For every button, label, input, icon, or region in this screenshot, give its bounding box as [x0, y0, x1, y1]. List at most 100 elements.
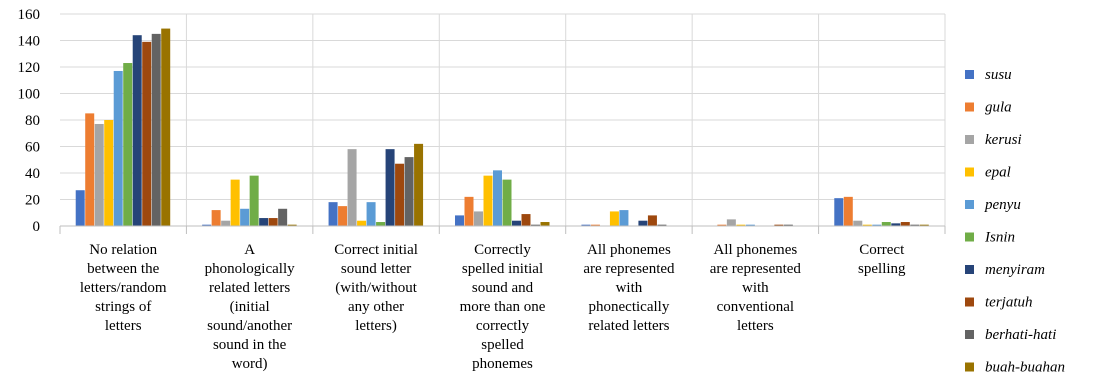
legend-label: menyiram: [985, 262, 1045, 278]
bar-kerusi-1: [221, 220, 231, 226]
category-label: phonologically: [205, 261, 295, 277]
category-label: letters/random: [80, 280, 167, 296]
legend-swatch: [965, 167, 974, 177]
category-label: (initial: [230, 299, 270, 315]
y-tick-label: 40: [25, 166, 40, 182]
y-tick-label: 80: [25, 113, 40, 129]
category-label: related letters: [588, 318, 669, 334]
bar-buah-buahan-0: [161, 28, 171, 227]
legend-label: Isnin: [984, 230, 1015, 246]
bar-berhati-hati-5: [783, 224, 793, 226]
bar-menyiram-6: [891, 223, 901, 226]
legend-swatch: [965, 102, 974, 112]
category-label: are represented: [710, 261, 802, 277]
y-axis-tick-labels: 0 20 40 60 80 100 120 140 160: [18, 7, 41, 235]
category-label: sound and: [472, 280, 534, 296]
bar-epal-0: [104, 120, 114, 226]
category-label: All phonemes: [587, 242, 671, 258]
legend-label: terjatuh: [985, 295, 1033, 311]
category-label: phonemes: [472, 356, 533, 372]
y-tick-label: 100: [18, 87, 41, 103]
category-label: correctly: [476, 318, 530, 334]
y-tick-label: 160: [18, 7, 41, 23]
bar-berhati-hati-0: [151, 33, 161, 226]
bar-epal-6: [862, 224, 872, 226]
bar-epal-2: [357, 220, 367, 226]
legend-label: berhati-hati: [985, 327, 1056, 343]
bar-penyu-3: [493, 170, 502, 226]
bar-susu-1: [202, 224, 212, 226]
bar-menyiram-3: [512, 220, 521, 226]
bar-gula-6: [843, 196, 853, 226]
bar-kerusi-0: [94, 123, 104, 226]
bar-isnin-0: [123, 63, 133, 227]
category-label: spelled initial: [462, 261, 543, 277]
legend-swatch: [965, 330, 974, 339]
category-label: word): [232, 356, 268, 372]
bar-buah-buahan-1: [287, 224, 297, 226]
bar-berhati-hati-3: [531, 224, 540, 226]
category-label: related letters: [209, 280, 290, 296]
category-label: All phonemes: [713, 242, 797, 258]
bar-terjatuh-5: [774, 224, 784, 226]
category-label: with: [742, 280, 769, 296]
bar-isnin-6: [881, 222, 891, 226]
category-labels: No relation between the letters/random stri…: [80, 242, 906, 372]
y-tick-label: 20: [25, 193, 40, 209]
category-label: sound/another: [207, 318, 292, 334]
bar-buah-buahan-2: [414, 143, 424, 226]
bar-terjatuh-2: [395, 163, 405, 226]
legend: susu gula kerusi epal penyu Isnin menyiram terj…: [965, 67, 1065, 376]
bar-menyiram-0: [132, 35, 142, 227]
bar-gula-0: [85, 113, 95, 226]
category-label: any other: [348, 299, 404, 315]
category-label: letters: [737, 318, 774, 334]
y-tick-label: 140: [18, 34, 41, 50]
grid-lines: [60, 13, 946, 227]
legend-swatch: [965, 265, 974, 274]
y-tick-label: 60: [25, 140, 40, 156]
bar-gula-2: [338, 206, 348, 226]
bar-kerusi-3: [474, 211, 483, 226]
category-label: phonectically: [589, 299, 670, 315]
bars: [75, 28, 929, 227]
bar-kerusi-6: [853, 220, 863, 226]
category-label: spelling: [858, 261, 906, 277]
legend-swatch: [965, 135, 974, 144]
bar-terjatuh-4: [647, 215, 657, 226]
bar-menyiram-4: [638, 220, 648, 226]
legend-swatch: [965, 200, 974, 209]
category-label: sound in the: [213, 337, 287, 353]
bar-epal-4: [609, 211, 619, 226]
legend-swatch: [965, 232, 974, 242]
bar-terjatuh-6: [900, 222, 910, 226]
category-label: more than one: [460, 299, 546, 315]
bar-menyiram-2: [385, 149, 395, 226]
bar-buah-buahan-3: [540, 222, 550, 226]
bar-epal-3: [483, 175, 493, 226]
category-label: between the: [87, 261, 159, 277]
category-label: strings of: [95, 299, 151, 315]
bar-berhati-hati-2: [404, 157, 414, 226]
bar-penyu-5: [745, 224, 755, 226]
bar-gula-5: [717, 224, 727, 226]
category-label: are represented: [583, 261, 675, 277]
category-label: with: [616, 280, 643, 296]
category-label: letters): [355, 318, 397, 334]
bar-susu-0: [75, 190, 85, 226]
category-label: A: [244, 242, 255, 258]
bar-gula-3: [464, 196, 474, 226]
category-label: (with/without: [335, 280, 417, 296]
bar-penyu-0: [113, 70, 123, 226]
legend-swatch: [965, 297, 974, 307]
legend-swatch: [965, 362, 974, 372]
bar-isnin-3: [502, 179, 512, 226]
bar-terjatuh-1: [268, 218, 278, 226]
legend-label: buah-buahan: [985, 360, 1065, 376]
bar-gula-1: [211, 210, 221, 226]
bar-isnin-1: [249, 175, 259, 226]
bar-terjatuh-3: [521, 214, 531, 226]
bar-buah-buahan-6: [919, 224, 929, 226]
bar-kerusi-5: [726, 219, 736, 226]
